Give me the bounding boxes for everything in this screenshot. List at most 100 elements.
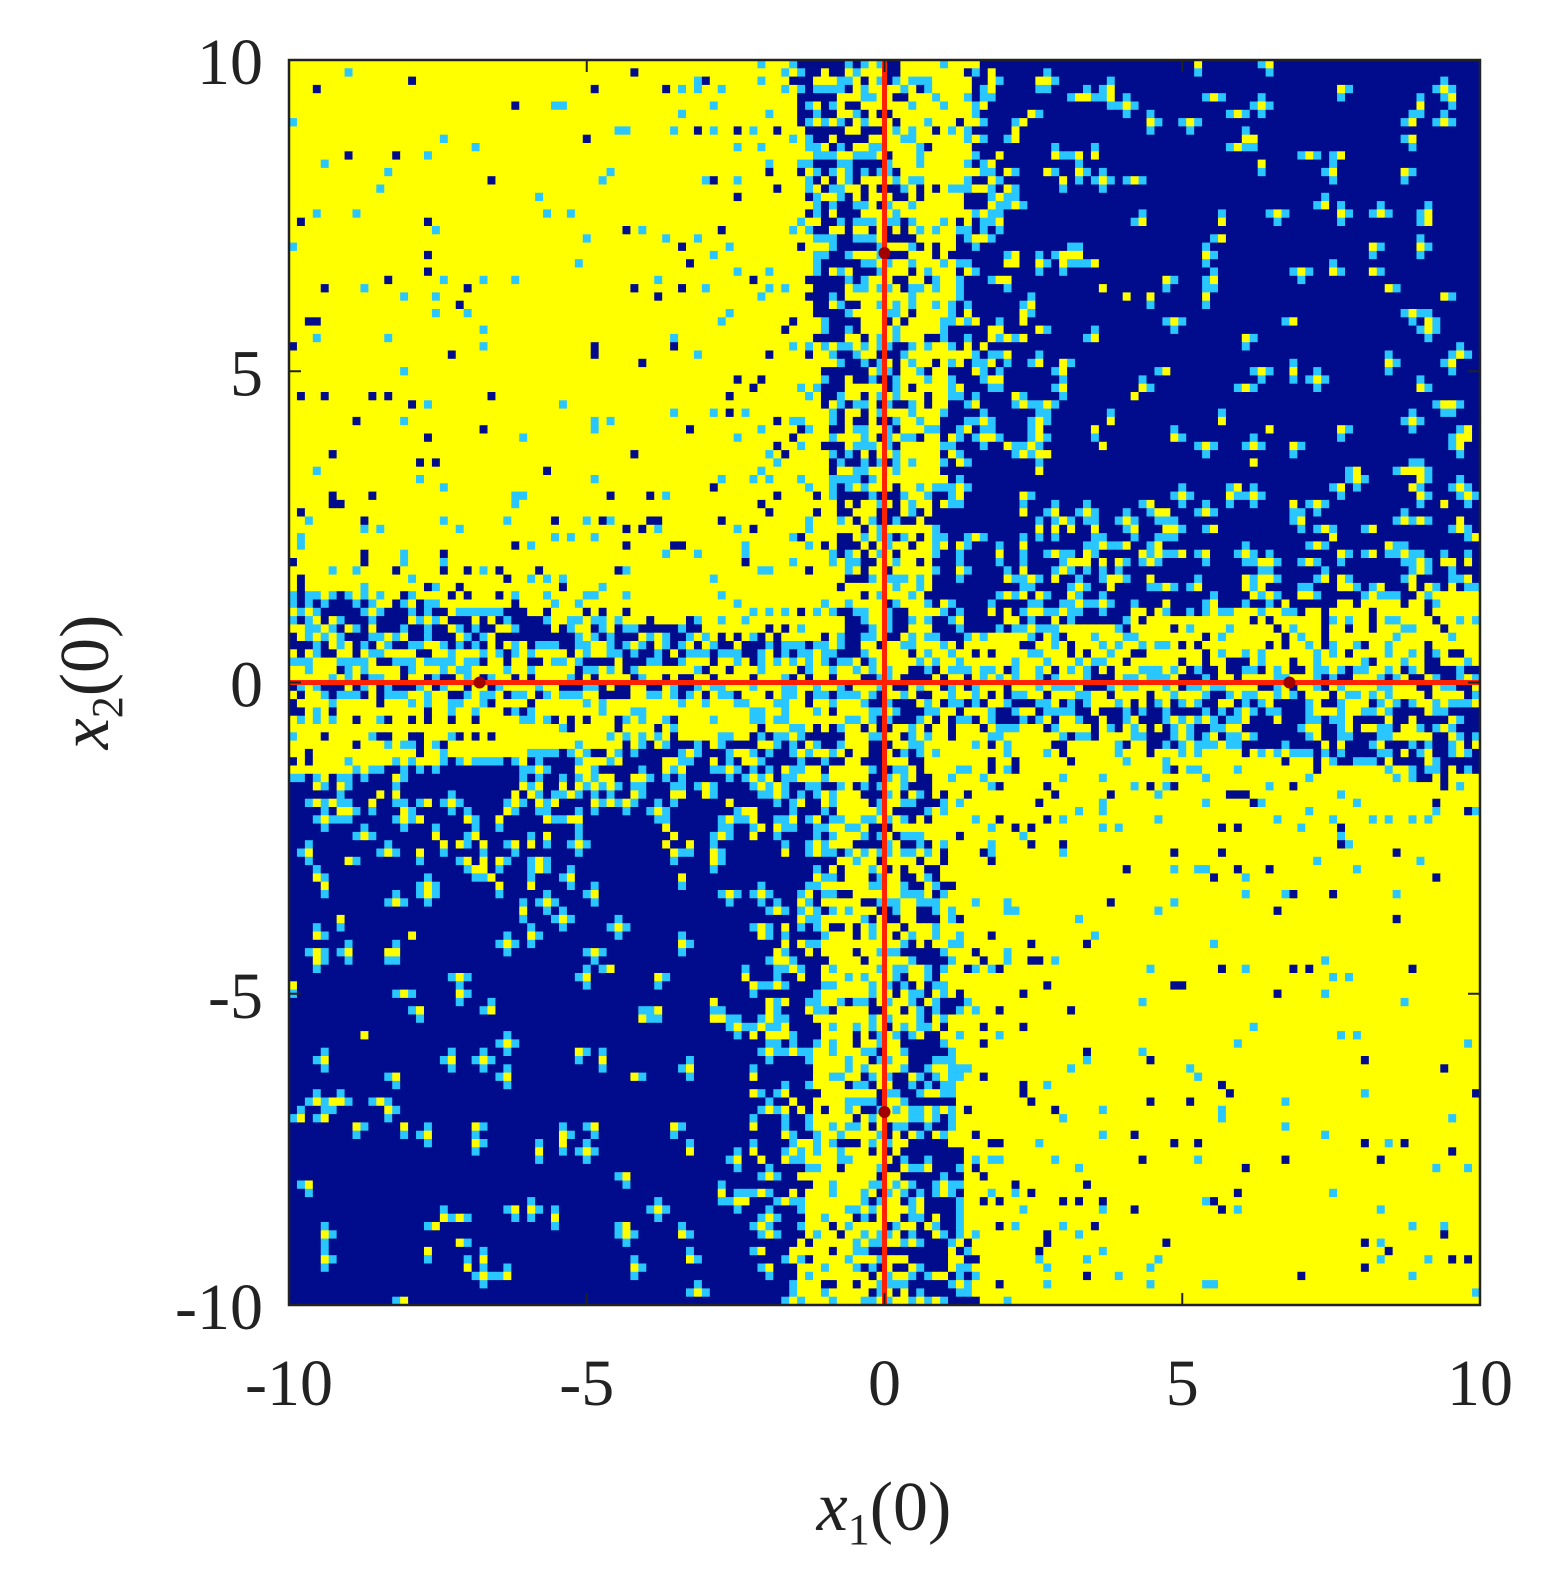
heatmap-cell [1011, 259, 1021, 269]
heatmap-cell [479, 143, 489, 152]
heatmap-cell [987, 217, 997, 227]
heatmap-cell [844, 143, 854, 152]
heatmap-cell [535, 201, 544, 210]
heatmap-cell [574, 325, 584, 335]
heatmap-cell [908, 267, 917, 277]
heatmap-cell [1090, 184, 1100, 194]
heatmap-cell [789, 226, 798, 235]
heatmap-cell [709, 134, 719, 144]
heatmap-cell [336, 284, 346, 293]
heatmap-cell [1281, 76, 1291, 86]
heatmap-cell [1146, 267, 1156, 277]
heatmap-cell [805, 275, 814, 285]
heatmap-cell [1051, 109, 1060, 119]
heatmap-cell [757, 109, 766, 119]
heatmap-cell [1313, 267, 1322, 277]
heatmap-cell [360, 93, 369, 103]
heatmap-cell [1281, 267, 1291, 277]
heatmap-cell [1098, 317, 1108, 327]
heatmap-cell [1257, 76, 1267, 86]
heatmap-cell [971, 259, 981, 269]
heatmap-cell [630, 234, 639, 244]
heatmap-cell [1114, 234, 1124, 244]
heatmap-cell [797, 250, 806, 260]
heatmap-cell [1289, 93, 1298, 103]
heatmap-cell [1043, 226, 1052, 235]
heatmap-cell [1043, 317, 1052, 327]
heatmap-cell [408, 267, 417, 277]
heatmap-cell [733, 300, 743, 310]
heatmap-cell [1090, 76, 1100, 86]
heatmap-cell [558, 217, 568, 227]
heatmap-cell [1273, 284, 1283, 293]
heatmap-cell [535, 267, 544, 277]
heatmap-cell [876, 209, 886, 219]
heatmap-cell [558, 101, 568, 111]
heatmap-cell [741, 284, 751, 293]
heatmap-cell [1249, 93, 1259, 103]
heatmap-cell [1337, 184, 1346, 194]
heatmap-cell [1257, 151, 1267, 161]
heatmap-cell [1313, 309, 1322, 318]
heatmap-cell [471, 275, 481, 285]
heatmap-cell [1186, 325, 1195, 335]
heatmap-cell [638, 76, 647, 86]
heatmap-cell [1170, 84, 1179, 94]
heatmap-cell [1098, 309, 1108, 318]
heatmap-cell [1241, 300, 1251, 310]
heatmap-cell [1313, 300, 1322, 310]
heatmap-cell [360, 109, 369, 119]
heatmap-cell [511, 184, 520, 194]
heatmap-cell [773, 118, 782, 127]
heatmap-cell [479, 109, 489, 119]
heatmap-cell [558, 93, 568, 103]
heatmap-cell [1440, 84, 1449, 94]
heatmap-cell [1337, 325, 1346, 335]
heatmap-cell [987, 76, 997, 86]
heatmap-cell [320, 226, 330, 235]
heatmap-cell [948, 217, 957, 227]
heatmap-cell [987, 209, 997, 219]
heatmap-cell [773, 84, 782, 94]
heatmap-cell [439, 250, 449, 260]
heatmap-cell [1186, 234, 1195, 244]
heatmap-cell [296, 242, 306, 252]
heatmap-cell [686, 292, 695, 302]
heatmap-cell [717, 201, 727, 210]
heatmap-cell [1289, 259, 1298, 269]
heatmap-cell [368, 201, 377, 210]
heatmap-cell [971, 226, 981, 235]
heatmap-cell [1289, 167, 1298, 177]
heatmap-cell [630, 109, 639, 119]
heatmap-cell [614, 275, 624, 285]
heatmap-cell [662, 267, 671, 277]
heatmap-cell [543, 309, 552, 318]
heatmap-cell [1043, 300, 1052, 310]
heatmap-cell [1321, 60, 1330, 69]
heatmap-cell [1432, 250, 1441, 260]
heatmap-cell [1051, 134, 1060, 144]
heatmap-cell [1384, 151, 1394, 161]
heatmap-cell [622, 333, 632, 343]
heatmap-cell [312, 167, 322, 177]
heatmap-cell [519, 292, 528, 302]
heatmap-cell [328, 143, 338, 152]
heatmap-cell [693, 201, 703, 210]
heatmap-cell [1011, 192, 1021, 202]
heatmap-cell [940, 242, 949, 252]
heatmap-cell [781, 101, 790, 111]
heatmap-cell [1067, 84, 1076, 94]
heatmap-cell [574, 250, 584, 260]
heatmap-cell [590, 284, 600, 293]
heatmap-cell [1273, 234, 1283, 244]
heatmap-cell [1329, 151, 1338, 161]
heatmap-cell [1170, 143, 1179, 152]
heatmap-cell [614, 250, 624, 260]
heatmap-cell [900, 84, 909, 94]
heatmap-cell [1043, 118, 1052, 127]
heatmap-cell [916, 101, 925, 111]
heatmap-cell [558, 292, 568, 302]
heatmap-cell [1051, 209, 1060, 219]
heatmap-cell [1138, 275, 1148, 285]
heatmap-cell [900, 68, 909, 78]
